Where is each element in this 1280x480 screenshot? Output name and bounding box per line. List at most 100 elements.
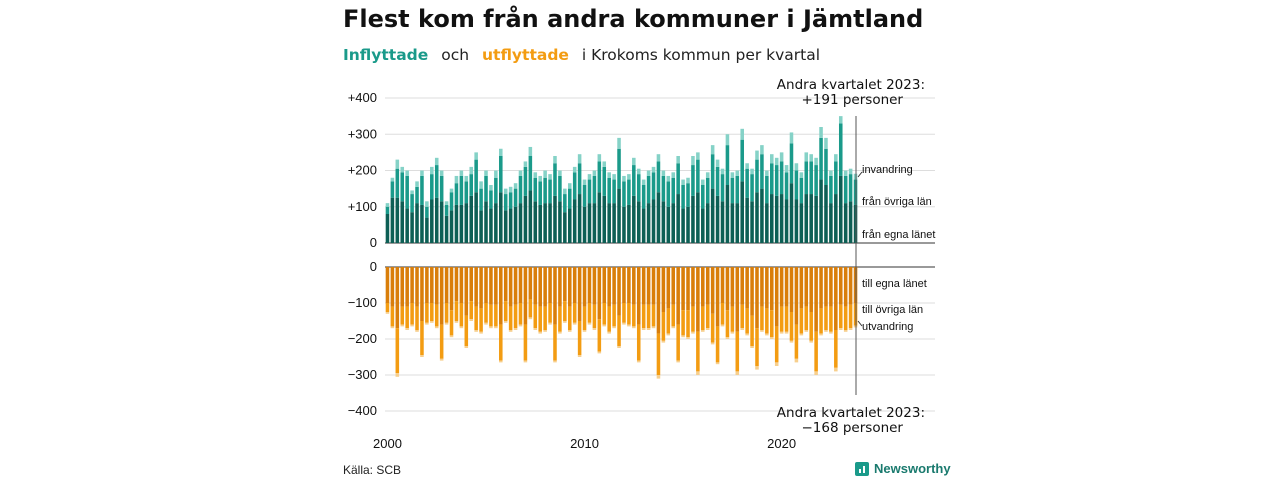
bar-out-utvandring — [770, 337, 774, 339]
y-tick-label: +100 — [348, 199, 377, 214]
bar-out-egna — [804, 267, 809, 307]
bar-out-ovriga — [676, 324, 680, 361]
bar-out-egna — [607, 267, 611, 307]
bar-in-egna — [681, 208, 685, 243]
label-leader — [857, 320, 863, 327]
bar-in-invandring — [656, 154, 661, 162]
bar-out-egna — [597, 267, 602, 320]
bar-in-ovriga — [479, 188, 483, 211]
bar-in-egna — [533, 201, 538, 243]
bar-in-egna — [587, 203, 592, 243]
bar-in-invandring — [390, 177, 395, 182]
bar-in-invandring — [612, 174, 616, 180]
bar-in-invandring — [405, 170, 409, 176]
bar-out-utvandring — [479, 331, 483, 334]
x-tick-label: 2020 — [767, 436, 796, 451]
bar-out-egna — [454, 267, 459, 302]
bar-in-egna — [572, 199, 577, 243]
bar-in-ovriga — [784, 172, 789, 200]
bar-out-utvandring — [760, 330, 764, 332]
bar-out-utvandring — [789, 340, 794, 343]
bar-out-egna — [602, 267, 607, 303]
bar-out-egna — [494, 267, 498, 305]
bar-out-ovriga — [494, 304, 498, 327]
bar-in-invandring — [454, 175, 459, 184]
bar-out-ovriga — [848, 304, 853, 329]
bar-in-ovriga — [838, 123, 843, 176]
bar-out-ovriga — [430, 303, 434, 321]
bar-in-invandring — [779, 152, 784, 162]
bar-out-egna — [592, 267, 597, 305]
bar-in-egna — [745, 197, 749, 243]
bar-in-ovriga — [439, 175, 444, 202]
bar-out-ovriga — [582, 306, 587, 330]
bar-in-egna — [444, 215, 449, 243]
bar-out-egna — [661, 267, 666, 312]
bar-out-ovriga — [523, 324, 528, 361]
bar-in-ovriga — [449, 192, 454, 211]
bar-in-invandring — [760, 145, 764, 155]
bar-in-egna — [671, 203, 676, 243]
bar-out-ovriga — [720, 303, 725, 325]
bar-out-utvandring — [779, 331, 784, 334]
bar-out-egna — [474, 267, 478, 307]
bar-out-egna — [528, 267, 533, 300]
bar-in-ovriga — [671, 177, 676, 204]
bar-out-ovriga — [425, 303, 429, 323]
bar-out-utvandring — [745, 333, 749, 336]
bar-out-ovriga — [439, 324, 444, 359]
bar-in-invandring — [499, 148, 503, 156]
bar-in-ovriga — [405, 175, 409, 209]
bar-in-egna — [720, 201, 725, 243]
bar-in-invandring — [819, 127, 823, 138]
bar-in-invandring — [824, 137, 828, 149]
bar-out-ovriga — [819, 308, 823, 334]
bar-in-invandring — [395, 159, 400, 169]
bar-out-egna — [774, 267, 779, 327]
bar-in-invandring — [765, 170, 769, 176]
bar-in-invandring — [641, 179, 646, 185]
bar-in-egna — [385, 214, 390, 243]
bar-out-ovriga — [508, 306, 513, 330]
bar-in-ovriga — [518, 175, 523, 204]
bar-out-ovriga — [784, 306, 789, 332]
bar-in-invandring — [543, 170, 547, 178]
bar-out-utvandring — [686, 337, 690, 339]
bar-out-utvandring — [730, 331, 735, 334]
bar-out-egna — [779, 267, 784, 307]
bar-out-ovriga — [410, 303, 414, 325]
bar-in-invandring — [464, 175, 469, 182]
bar-out-ovriga — [834, 330, 838, 368]
bar-out-ovriga — [543, 306, 547, 330]
bar-in-ovriga — [612, 179, 616, 204]
bar-out-utvandring — [765, 333, 769, 336]
bar-in-egna — [627, 204, 631, 243]
bar-out-egna — [558, 267, 562, 307]
bar-out-egna — [543, 267, 547, 307]
bar-in-invandring — [829, 170, 833, 176]
bar-out-utvandring — [691, 331, 695, 334]
bar-out-ovriga — [755, 328, 759, 366]
bar-out-ovriga — [464, 315, 469, 347]
bar-out-egna — [503, 267, 508, 302]
bar-in-egna — [489, 208, 493, 243]
bar-in-ovriga — [770, 163, 774, 195]
bar-in-ovriga — [385, 206, 390, 214]
bar-out-egna — [548, 267, 552, 303]
bar-out-ovriga — [405, 306, 409, 329]
newsworthy-logo: Newsworthy — [855, 461, 951, 476]
bar-out-ovriga — [385, 303, 390, 312]
bar-out-utvandring — [400, 324, 405, 327]
bar-in-invandring — [745, 163, 749, 169]
bar-in-invandring — [784, 165, 789, 173]
bar-out-utvandring — [474, 330, 478, 332]
bar-in-egna — [848, 201, 853, 243]
bar-in-ovriga — [691, 165, 695, 196]
bar-in-egna — [543, 203, 547, 243]
bar-out-ovriga — [602, 303, 607, 325]
bar-in-egna — [705, 203, 710, 243]
bar-out-ovriga — [641, 304, 646, 329]
bar-out-egna — [538, 267, 542, 307]
bar-out-egna — [582, 267, 587, 307]
bar-in-ovriga — [444, 204, 449, 216]
